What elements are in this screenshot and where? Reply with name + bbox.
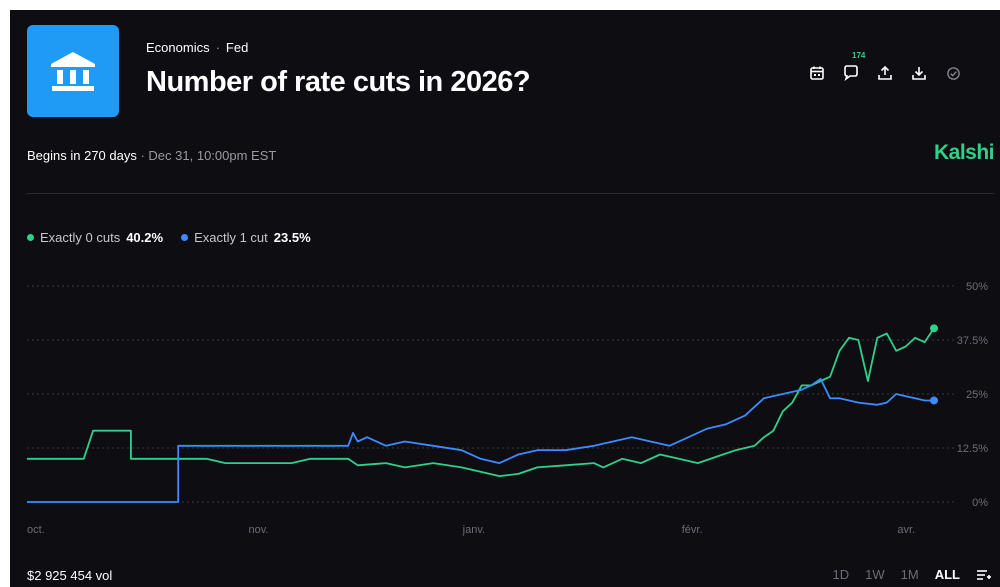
x-tick-label: avr. (897, 524, 915, 536)
range-1d[interactable]: 1D (833, 567, 850, 582)
range-1m[interactable]: 1M (901, 567, 919, 582)
x-tick-label: janv. (462, 524, 485, 536)
x-tick-label: nov. (248, 524, 268, 536)
range-1w[interactable]: 1W (865, 567, 885, 582)
y-tick-label: 0% (972, 497, 988, 509)
y-tick-label: 37.5% (957, 335, 988, 347)
x-tick-label: févr. (682, 524, 703, 536)
series-line-1 (27, 379, 934, 502)
filter-add-icon[interactable] (976, 568, 992, 582)
x-tick-label: oct. (27, 524, 45, 536)
series-endpoint-1 (930, 396, 938, 404)
range-selector: 1D 1W 1M ALL (833, 567, 992, 582)
series-line-0 (27, 328, 934, 476)
range-all[interactable]: ALL (935, 567, 960, 582)
price-chart[interactable]: 0% 12.5% 25% 37.5% 50% oct. nov. janv. févr. avr. (10, 10, 1000, 550)
volume: $2 925 454 vol (27, 568, 112, 583)
market-panel: Economics · Fed Number of rate cuts in 202… (10, 10, 1000, 587)
y-tick-label: 25% (966, 389, 988, 401)
y-tick-label: 12.5% (957, 443, 988, 455)
series-endpoint-0 (930, 324, 938, 332)
y-tick-label: 50% (966, 281, 988, 293)
